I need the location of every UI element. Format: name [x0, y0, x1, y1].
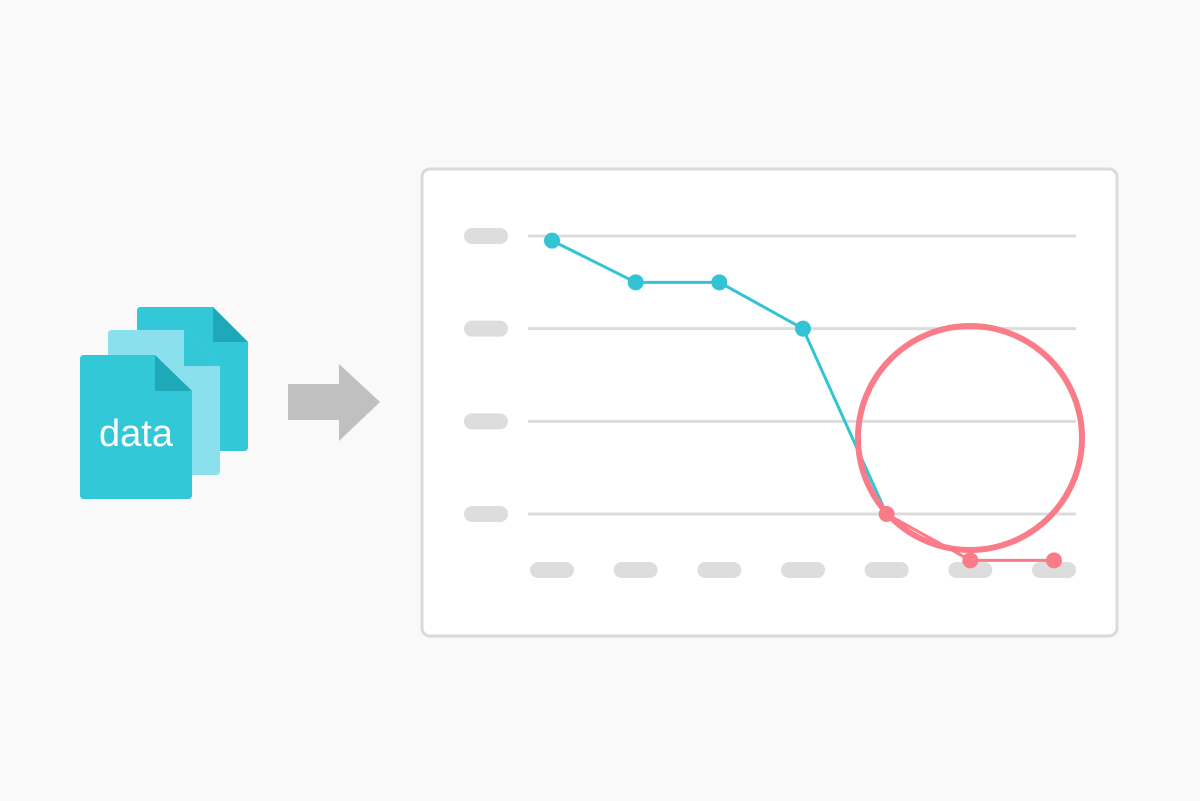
data-point	[544, 232, 560, 249]
y-axis-tick-placeholders	[464, 228, 508, 522]
data-point-anomaly	[962, 552, 979, 569]
right-arrow-icon	[288, 364, 380, 441]
y-tick-label-placeholder	[464, 413, 508, 430]
x-tick-label-placeholder	[530, 562, 574, 578]
data-point	[711, 274, 728, 291]
y-tick-label-placeholder	[464, 320, 508, 337]
data-point-anomaly	[1046, 552, 1062, 569]
y-tick-label-placeholder	[464, 228, 508, 244]
anomaly-highlight-circle	[855, 323, 1085, 553]
x-tick-label-placeholder	[864, 562, 909, 578]
x-tick-label-placeholder	[948, 562, 993, 578]
x-tick-label-placeholder	[1032, 562, 1076, 578]
y-tick-label-placeholder	[464, 506, 508, 522]
document-front: data	[80, 355, 192, 499]
x-tick-label-placeholder	[781, 562, 825, 578]
data-point	[795, 320, 811, 337]
chart-series-points	[544, 232, 1062, 569]
stacked-documents-icon: data	[80, 307, 248, 499]
chart-panel	[420, 167, 1119, 638]
x-axis-tick-placeholders	[530, 562, 1076, 578]
document-label: data	[99, 413, 174, 455]
x-tick-label-placeholder	[613, 562, 658, 578]
data-point	[627, 274, 644, 291]
x-tick-label-placeholder	[697, 562, 742, 578]
